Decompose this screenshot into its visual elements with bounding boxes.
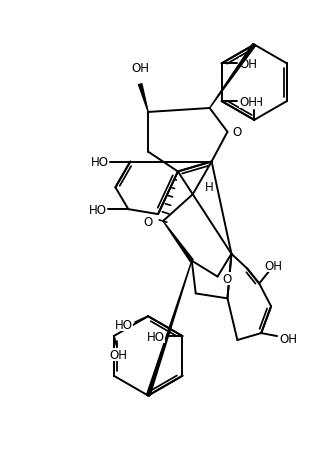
Text: OH: OH [110, 348, 128, 361]
Polygon shape [147, 261, 192, 396]
Text: H: H [205, 180, 214, 193]
Text: OH: OH [245, 96, 263, 109]
Polygon shape [139, 84, 148, 113]
Text: HO: HO [88, 203, 107, 216]
Text: HO: HO [90, 156, 109, 169]
Text: OH: OH [240, 95, 257, 108]
Polygon shape [210, 45, 256, 109]
Text: O: O [222, 272, 232, 285]
Polygon shape [163, 221, 193, 262]
Text: OH: OH [131, 62, 149, 75]
Text: O: O [232, 126, 242, 139]
Text: HO: HO [147, 330, 165, 343]
Text: OH: OH [264, 260, 282, 272]
Text: OH: OH [240, 58, 257, 71]
Text: HO: HO [115, 318, 133, 331]
Text: OH: OH [279, 332, 297, 345]
Text: O: O [144, 215, 153, 228]
